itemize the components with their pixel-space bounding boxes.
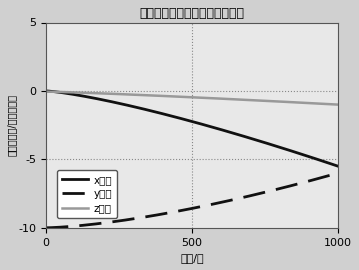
- Y-axis label: 引力加速度/米每平方秒: 引力加速度/米每平方秒: [7, 94, 17, 156]
- z方向: [59, 90, 63, 94]
- y方向: [178, 209, 182, 212]
- Title: 引力加速度在发射坐标系的投影: 引力加速度在发射坐标系的投影: [140, 7, 244, 20]
- z方向: [44, 90, 48, 93]
- y方向: [327, 174, 332, 177]
- Legend: x方向, y方向, z方向: x方向, y方向, z方向: [57, 170, 117, 218]
- x方向: [274, 144, 278, 148]
- x方向: [327, 162, 332, 165]
- z方向: [327, 103, 332, 106]
- y方向: [44, 226, 48, 230]
- Line: y方向: y方向: [46, 173, 338, 228]
- x方向: [59, 91, 63, 94]
- x方向: [178, 117, 182, 120]
- z方向: [274, 100, 278, 103]
- y方向: [327, 174, 332, 177]
- y方向: [336, 171, 340, 175]
- z方向: [178, 95, 182, 98]
- X-axis label: 时间/秒: 时间/秒: [180, 253, 204, 263]
- z方向: [186, 96, 190, 99]
- y方向: [274, 188, 278, 191]
- Line: z方向: z方向: [46, 92, 338, 104]
- x方向: [44, 89, 48, 93]
- z方向: [327, 103, 332, 106]
- y方向: [59, 225, 63, 229]
- x方向: [336, 165, 340, 168]
- z方向: [336, 103, 340, 106]
- x方向: [186, 119, 190, 122]
- x方向: [327, 162, 332, 165]
- y方向: [186, 208, 190, 211]
- Line: x方向: x方向: [46, 91, 338, 166]
